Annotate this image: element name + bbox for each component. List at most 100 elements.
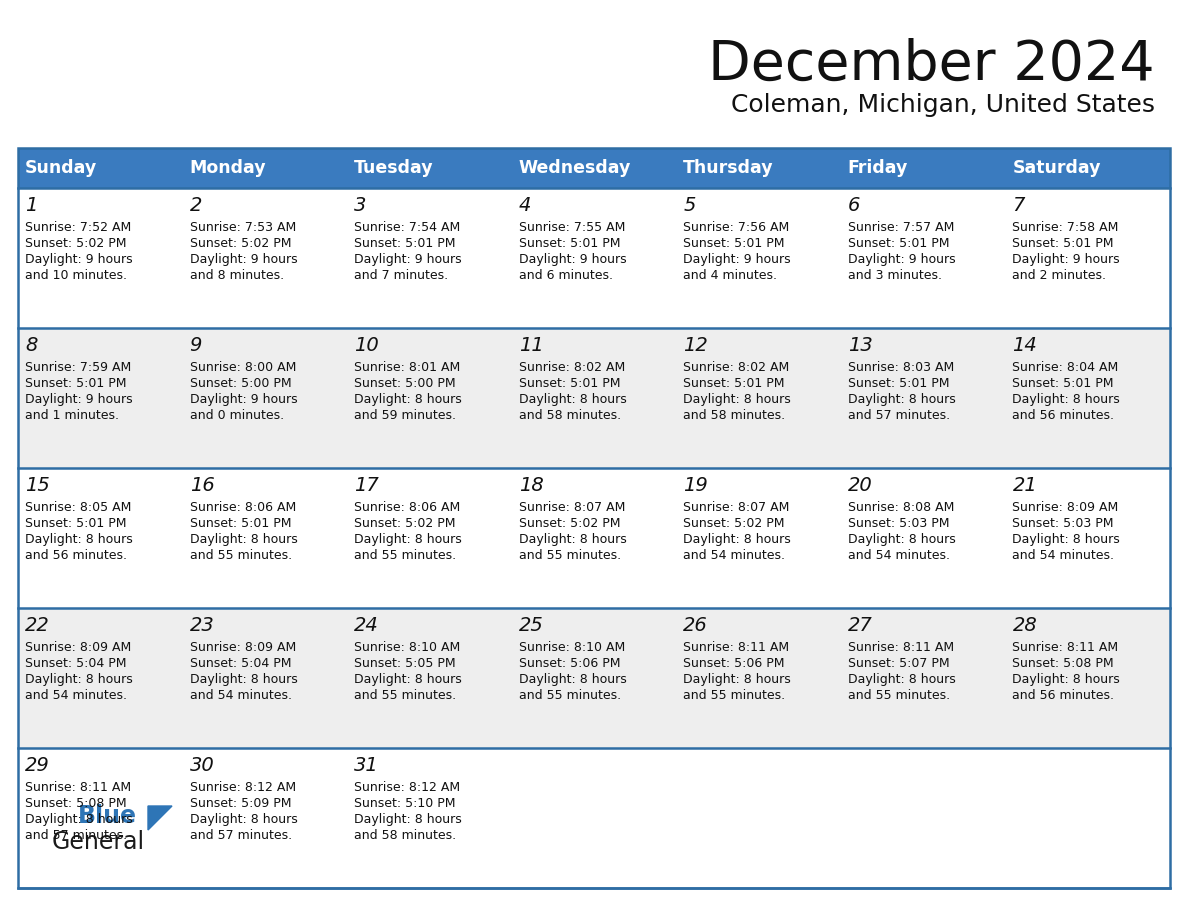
Text: Sunrise: 8:03 AM: Sunrise: 8:03 AM [848, 361, 954, 374]
Text: Sunrise: 7:59 AM: Sunrise: 7:59 AM [25, 361, 131, 374]
Text: and 58 minutes.: and 58 minutes. [683, 409, 785, 422]
Text: and 55 minutes.: and 55 minutes. [354, 689, 456, 702]
Text: Sunrise: 7:56 AM: Sunrise: 7:56 AM [683, 221, 790, 234]
Text: Sunset: 5:07 PM: Sunset: 5:07 PM [848, 657, 949, 670]
Text: 20: 20 [848, 476, 873, 495]
Text: and 55 minutes.: and 55 minutes. [519, 549, 621, 562]
Bar [18, 328, 1170, 468]
Text: Sunset: 5:02 PM: Sunset: 5:02 PM [683, 517, 785, 530]
Text: and 54 minutes.: and 54 minutes. [1012, 549, 1114, 562]
Text: Sunrise: 7:53 AM: Sunrise: 7:53 AM [190, 221, 296, 234]
Text: and 57 minutes.: and 57 minutes. [190, 829, 292, 842]
Text: Daylight: 8 hours: Daylight: 8 hours [25, 813, 133, 826]
Text: and 56 minutes.: and 56 minutes. [1012, 689, 1114, 702]
Text: Sunrise: 8:01 AM: Sunrise: 8:01 AM [354, 361, 461, 374]
Text: 10: 10 [354, 336, 379, 355]
Text: Sunset: 5:01 PM: Sunset: 5:01 PM [1012, 237, 1114, 250]
Text: Sunrise: 7:58 AM: Sunrise: 7:58 AM [1012, 221, 1119, 234]
Text: Monday: Monday [190, 159, 266, 177]
Text: and 7 minutes.: and 7 minutes. [354, 269, 448, 282]
Bar [18, 608, 1170, 748]
Text: 22: 22 [25, 616, 50, 635]
Text: Sunrise: 8:06 AM: Sunrise: 8:06 AM [354, 501, 461, 514]
Text: Daylight: 8 hours: Daylight: 8 hours [354, 533, 462, 546]
Text: and 8 minutes.: and 8 minutes. [190, 269, 284, 282]
Text: and 58 minutes.: and 58 minutes. [519, 409, 621, 422]
Text: 29: 29 [25, 756, 50, 775]
Text: 9: 9 [190, 336, 202, 355]
Text: 18: 18 [519, 476, 543, 495]
Text: 8: 8 [25, 336, 37, 355]
Text: and 54 minutes.: and 54 minutes. [190, 689, 291, 702]
Polygon shape [148, 806, 172, 830]
Text: Sunset: 5:01 PM: Sunset: 5:01 PM [848, 237, 949, 250]
Bar [18, 148, 1170, 188]
Text: 31: 31 [354, 756, 379, 775]
Bar [18, 468, 1170, 608]
Text: and 54 minutes.: and 54 minutes. [848, 549, 950, 562]
Bar [18, 148, 1170, 888]
Text: Sunrise: 8:09 AM: Sunrise: 8:09 AM [25, 641, 131, 654]
Text: Sunrise: 8:09 AM: Sunrise: 8:09 AM [190, 641, 296, 654]
Text: 26: 26 [683, 616, 708, 635]
Text: Sunrise: 8:00 AM: Sunrise: 8:00 AM [190, 361, 296, 374]
Text: Daylight: 8 hours: Daylight: 8 hours [354, 393, 462, 406]
Text: Daylight: 8 hours: Daylight: 8 hours [354, 813, 462, 826]
Text: Sunset: 5:03 PM: Sunset: 5:03 PM [1012, 517, 1114, 530]
Text: Daylight: 9 hours: Daylight: 9 hours [1012, 253, 1120, 266]
Text: Sunrise: 8:10 AM: Sunrise: 8:10 AM [354, 641, 461, 654]
Text: 21: 21 [1012, 476, 1037, 495]
Text: Sunset: 5:01 PM: Sunset: 5:01 PM [190, 517, 291, 530]
Text: 28: 28 [1012, 616, 1037, 635]
Text: Coleman, Michigan, United States: Coleman, Michigan, United States [731, 93, 1155, 117]
Text: 4: 4 [519, 196, 531, 215]
Text: Sunset: 5:02 PM: Sunset: 5:02 PM [354, 517, 456, 530]
Text: 6: 6 [848, 196, 860, 215]
Text: Sunset: 5:06 PM: Sunset: 5:06 PM [683, 657, 785, 670]
Text: Sunrise: 7:55 AM: Sunrise: 7:55 AM [519, 221, 625, 234]
Text: 19: 19 [683, 476, 708, 495]
Text: and 6 minutes.: and 6 minutes. [519, 269, 613, 282]
Text: 24: 24 [354, 616, 379, 635]
Text: and 56 minutes.: and 56 minutes. [25, 549, 127, 562]
Text: Sunrise: 8:11 AM: Sunrise: 8:11 AM [1012, 641, 1119, 654]
Text: Daylight: 8 hours: Daylight: 8 hours [25, 673, 133, 686]
Text: Daylight: 9 hours: Daylight: 9 hours [25, 393, 133, 406]
Text: Sunset: 5:01 PM: Sunset: 5:01 PM [683, 237, 785, 250]
Text: Daylight: 8 hours: Daylight: 8 hours [1012, 533, 1120, 546]
Text: and 3 minutes.: and 3 minutes. [848, 269, 942, 282]
Text: Sunset: 5:01 PM: Sunset: 5:01 PM [25, 517, 126, 530]
Text: Sunset: 5:04 PM: Sunset: 5:04 PM [190, 657, 291, 670]
Text: Sunrise: 8:08 AM: Sunrise: 8:08 AM [848, 501, 954, 514]
Text: Daylight: 8 hours: Daylight: 8 hours [519, 393, 626, 406]
Text: Daylight: 8 hours: Daylight: 8 hours [25, 533, 133, 546]
Text: and 58 minutes.: and 58 minutes. [354, 829, 456, 842]
Text: Tuesday: Tuesday [354, 159, 434, 177]
Text: Friday: Friday [848, 159, 909, 177]
Text: Daylight: 9 hours: Daylight: 9 hours [683, 253, 791, 266]
Text: and 55 minutes.: and 55 minutes. [190, 549, 292, 562]
Text: 12: 12 [683, 336, 708, 355]
Text: Daylight: 9 hours: Daylight: 9 hours [25, 253, 133, 266]
Text: and 4 minutes.: and 4 minutes. [683, 269, 777, 282]
Text: Daylight: 8 hours: Daylight: 8 hours [190, 813, 297, 826]
Text: Sunset: 5:06 PM: Sunset: 5:06 PM [519, 657, 620, 670]
Text: and 54 minutes.: and 54 minutes. [683, 549, 785, 562]
Text: and 57 minutes.: and 57 minutes. [848, 409, 950, 422]
Text: Daylight: 8 hours: Daylight: 8 hours [848, 393, 955, 406]
Text: December 2024: December 2024 [708, 38, 1155, 92]
Text: 15: 15 [25, 476, 50, 495]
Text: Daylight: 9 hours: Daylight: 9 hours [190, 393, 297, 406]
Text: Sunrise: 8:07 AM: Sunrise: 8:07 AM [519, 501, 625, 514]
Text: Sunset: 5:10 PM: Sunset: 5:10 PM [354, 797, 456, 810]
Bar [18, 748, 1170, 888]
Text: Sunset: 5:08 PM: Sunset: 5:08 PM [25, 797, 127, 810]
Text: 23: 23 [190, 616, 214, 635]
Text: 13: 13 [848, 336, 873, 355]
Text: Sunrise: 8:09 AM: Sunrise: 8:09 AM [1012, 501, 1119, 514]
Text: 3: 3 [354, 196, 367, 215]
Text: Daylight: 8 hours: Daylight: 8 hours [1012, 393, 1120, 406]
Text: Sunday: Sunday [25, 159, 97, 177]
Text: Sunrise: 8:02 AM: Sunrise: 8:02 AM [519, 361, 625, 374]
Text: Daylight: 9 hours: Daylight: 9 hours [354, 253, 462, 266]
